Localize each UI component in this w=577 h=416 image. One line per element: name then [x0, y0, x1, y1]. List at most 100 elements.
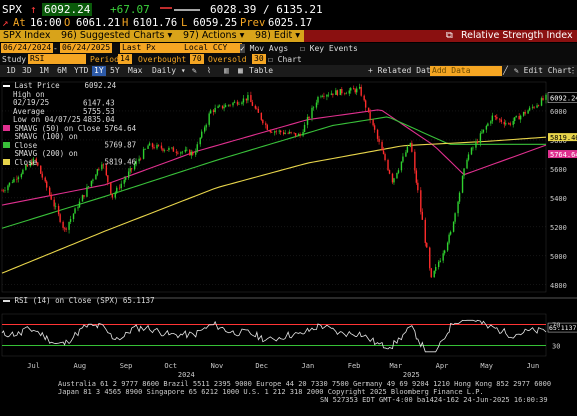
candle-body-up — [406, 146, 409, 153]
candle-body-down — [16, 178, 18, 180]
candle-body-up — [168, 147, 170, 151]
candle-body-up — [129, 168, 131, 172]
x-tick-label: Jan — [302, 362, 315, 370]
ma50-badge — [548, 150, 577, 159]
key-events-checkbox[interactable]: ☐ Key Events — [300, 43, 358, 54]
candle-body-up — [400, 161, 403, 171]
candle-body-up — [515, 115, 517, 118]
oversold-input[interactable]: 30 — [252, 54, 266, 64]
candle-body-down — [391, 173, 394, 183]
candle-body-down — [353, 88, 355, 90]
legend-average: Average 5755.53 — [3, 107, 136, 117]
dropdown-arrow-icon: ▾ — [180, 66, 186, 75]
chart-area[interactable]: 48005000520054005600580060006092.245819.… — [0, 78, 577, 380]
net-change: +67.07 — [110, 3, 150, 16]
tab-ytd[interactable]: YTD — [74, 66, 89, 75]
bar-chart-icon[interactable]: ▥ — [224, 66, 229, 75]
legend-high: High on 02/19/25 6147.43 — [3, 90, 136, 108]
candle-body-up — [463, 168, 465, 176]
currency-select[interactable]: Local CCY — [182, 43, 242, 53]
candle-body-up — [87, 186, 90, 187]
candle-body-up — [241, 102, 243, 104]
mov-avgs-checkbox[interactable]: ✓ Mov Avgs — [240, 43, 288, 54]
more-icon[interactable]: ⋮ — [569, 66, 577, 75]
rsi-legend-value: 65.1137 — [122, 296, 155, 305]
rsi-badge-text: 65.1137 — [549, 324, 576, 332]
edit-menu[interactable]: 98) Edit ▾ — [252, 30, 308, 42]
candle-body-down — [62, 221, 64, 228]
up-arrow-icon: ↑ — [30, 3, 37, 16]
candle-body-up — [311, 107, 313, 119]
candle-body-up — [485, 125, 488, 130]
candle-body-down — [496, 116, 498, 119]
period-input[interactable]: 14 — [118, 54, 132, 64]
tab-max[interactable]: Max — [128, 66, 143, 75]
candle-body-down — [65, 228, 67, 230]
draw-icon[interactable]: ✎ — [192, 66, 197, 75]
chart-checkbox[interactable]: ☐ Chart — [268, 54, 302, 65]
candle-body-up — [405, 152, 407, 157]
y-tick-label: 6000 — [550, 108, 567, 116]
candle-body-down — [107, 175, 109, 183]
security-field[interactable]: SPX Index — [0, 30, 62, 42]
ticker-symbol[interactable]: SPX — [2, 3, 22, 16]
candle-body-down — [229, 104, 231, 106]
prev-value: 6025.17 — [268, 17, 313, 29]
candle-body-up — [442, 253, 444, 261]
candle-body-up — [247, 95, 249, 101]
toolbar: 1D 3D 1M 6M YTD 1Y 5Y Max Daily ▾ ✎ ⌇ ▥ … — [0, 65, 577, 77]
candle-body-up — [186, 149, 188, 151]
candle-body-up — [402, 156, 404, 162]
candle-body-up — [454, 213, 456, 222]
candle-body-up — [184, 149, 187, 152]
candle-body-up — [470, 147, 473, 155]
date-to-input[interactable]: 06/24/2025 — [60, 43, 113, 53]
candle-body-down — [282, 132, 285, 134]
overbought-input[interactable]: 70 — [190, 54, 204, 64]
candle-body-down — [299, 134, 301, 136]
candle-body-down — [533, 106, 535, 108]
candle-body-up — [101, 164, 103, 170]
suggested-charts-menu[interactable]: 96) Suggested Charts ▾ — [58, 30, 184, 42]
ma200-badge — [548, 133, 577, 142]
edit-chart-button[interactable]: ✎ Edit Chart — [512, 66, 574, 76]
legend-smavg200: SMAVG (200) on Close 5819.46 — [3, 149, 136, 167]
candle-body-down — [367, 107, 370, 112]
candle-body-up — [227, 104, 230, 106]
study-select[interactable]: RSI — [28, 54, 86, 64]
candle-body-up — [32, 158, 34, 165]
candle-body-down — [236, 101, 239, 105]
rsi-level-label: 70 — [552, 322, 560, 330]
actions-menu[interactable]: 97) Actions ▾ — [180, 30, 256, 42]
price-field-select[interactable]: Last Px — [120, 43, 184, 53]
frequency-select[interactable]: Daily ▾ — [150, 66, 188, 76]
candle-body-down — [57, 205, 60, 215]
function-title: Relative Strength Index — [461, 30, 573, 41]
candle-body-up — [90, 180, 93, 187]
candle-body-down — [381, 141, 383, 151]
tab-1m[interactable]: 1M — [39, 66, 49, 75]
add-data-input[interactable]: Add Data — [430, 66, 502, 76]
tab-1d[interactable]: 1D — [6, 66, 16, 75]
tab-5y[interactable]: 5Y — [110, 66, 120, 75]
tab-6m[interactable]: 6M — [57, 66, 67, 75]
tab-3d[interactable]: 3D — [22, 66, 32, 75]
candle-body-down — [110, 182, 112, 194]
date-from-input[interactable]: 06/24/2024 — [1, 43, 54, 53]
tab-1y[interactable]: 1Y — [92, 66, 106, 76]
low-label: L — [181, 17, 188, 29]
candle-body-up — [233, 101, 236, 103]
draw-tool-icon[interactable]: ╱ — [503, 66, 508, 75]
candle-body-up — [348, 90, 350, 94]
external-link-icon[interactable]: ⧉ — [446, 30, 453, 41]
frequency-label: Daily — [152, 66, 177, 75]
line-chart-icon[interactable]: ⌇ — [207, 66, 211, 75]
candle-body-down — [102, 164, 105, 166]
candle-body-down — [373, 125, 376, 130]
candle-body-up — [393, 178, 395, 183]
legend-low: Low on 04/07/25 4835.04 — [3, 115, 136, 125]
rsi-panel-frame — [1, 313, 547, 357]
candle-body-up — [479, 133, 482, 143]
candle-body-down — [153, 147, 155, 149]
table-button[interactable]: Table — [249, 66, 274, 75]
